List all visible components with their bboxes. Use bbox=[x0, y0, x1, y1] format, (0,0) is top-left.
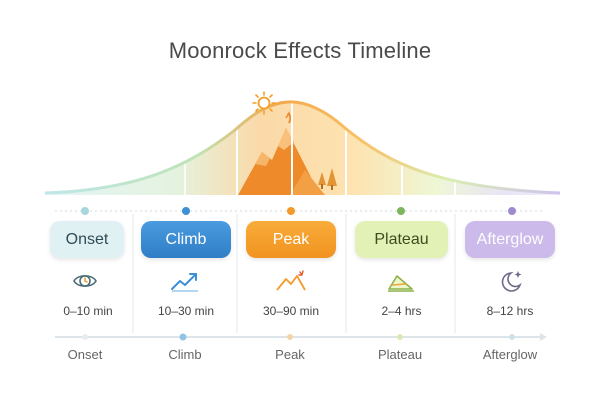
mountain-peak-icon bbox=[276, 270, 306, 291]
curve-area bbox=[45, 101, 560, 195]
marker-onset bbox=[81, 207, 89, 215]
duration-onset: 0–10 min bbox=[63, 304, 113, 318]
trend-up-icon bbox=[171, 273, 198, 292]
mountain-illustration bbox=[238, 111, 337, 195]
phase-label-climb: Climb bbox=[165, 230, 207, 248]
top-axis bbox=[55, 207, 545, 215]
phase-label-afterglow: Afterglow bbox=[476, 230, 544, 248]
page-title: Moonrock Effects Timeline bbox=[168, 38, 432, 63]
timeline-label-peak: Peak bbox=[275, 347, 305, 362]
curve-line bbox=[44, 100, 561, 195]
plateau-icon bbox=[388, 275, 414, 292]
phase-label-onset: Onset bbox=[65, 230, 109, 248]
marker-peak bbox=[287, 207, 295, 215]
marker-climb bbox=[182, 207, 190, 215]
duration-climb: 10–30 min bbox=[157, 304, 215, 318]
timeline-label-onset: Onset bbox=[67, 347, 103, 362]
duration-plateau: 2–4 hrs bbox=[381, 304, 422, 318]
duration-peak: 30–90 min bbox=[262, 304, 320, 318]
sun-icon bbox=[252, 91, 276, 115]
timeline-label-plateau: Plateau bbox=[377, 347, 423, 362]
marker-afterglow bbox=[508, 207, 516, 215]
phase-pill-onset: Onset bbox=[50, 221, 124, 258]
timeline-label-climb: Climb bbox=[168, 347, 202, 362]
column-dividers bbox=[132, 214, 456, 333]
phase-label-plateau: Plateau bbox=[374, 230, 429, 248]
phase-pill-climb: Climb bbox=[141, 221, 231, 258]
phase-pill-peak: Peak bbox=[246, 221, 336, 258]
marker-plateau bbox=[397, 207, 405, 215]
phase-label-peak: Peak bbox=[272, 230, 310, 248]
phase-pill-plateau: Plateau bbox=[355, 221, 448, 258]
moon-star-icon bbox=[501, 271, 522, 292]
bottom-timeline bbox=[55, 333, 547, 341]
duration-afterglow: 8–12 hrs bbox=[486, 304, 534, 318]
phase-pill-afterglow: Afterglow bbox=[465, 221, 555, 258]
bell-curve bbox=[44, 100, 561, 195]
clock-eye-icon bbox=[73, 274, 97, 288]
timeline-label-afterglow: Afterglow bbox=[482, 347, 538, 362]
